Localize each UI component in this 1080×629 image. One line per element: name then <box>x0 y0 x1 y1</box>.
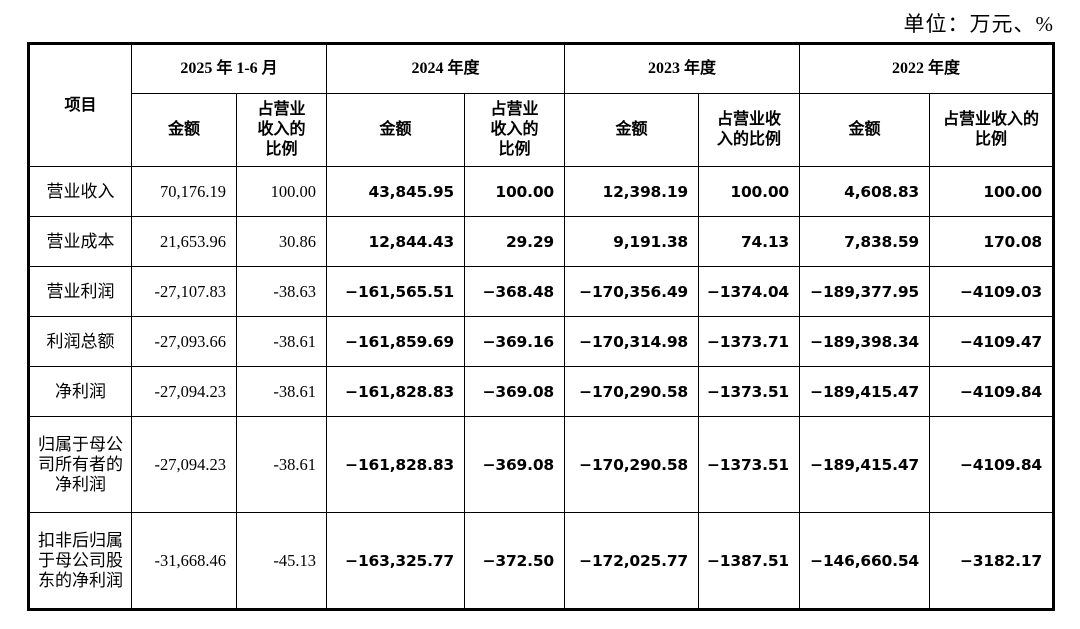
amount-cell: −163,325.77 <box>326 512 465 610</box>
amount-cell: 4,608.83 <box>799 166 930 217</box>
ratio-cell: −1373.51 <box>698 366 800 417</box>
table-row: 营业成本 21,653.96 30.86 12,844.43 29.29 9,191.38… <box>28 216 1054 267</box>
amount-cell: −146,660.54 <box>799 512 930 610</box>
ratio-cell: -38.63 <box>236 266 327 317</box>
amount-cell: 21,653.96 <box>131 216 237 267</box>
ratio-cell: -45.13 <box>236 512 327 610</box>
ratio-cell: 30.86 <box>236 216 327 267</box>
header-period-2023: 2023 年度 <box>564 43 800 94</box>
amount-cell: 43,845.95 <box>326 166 465 217</box>
amount-cell: -27,094.23 <box>131 366 237 417</box>
row-label: 营业成本 <box>28 216 132 267</box>
header-amount: 金额 <box>799 93 930 167</box>
ratio-cell: 74.13 <box>698 216 800 267</box>
amount-cell: −170,290.58 <box>564 416 699 513</box>
header-row-periods: 项目 2025 年 1-6 月 2024 年度 2023 年度 2022 年度 <box>28 43 1054 167</box>
amount-cell: −161,828.83 <box>326 416 465 513</box>
table-row: 扣非后归属于母公司股东的净利润 -31,668.46 -45.13 −163,325.… <box>28 512 1054 610</box>
header-ratio: 占营业收入的比例 <box>236 93 327 167</box>
ratio-cell: 100.00 <box>929 166 1054 217</box>
table-row: 营业收入 70,176.19 100.00 43,845.95 100.00 12,398… <box>28 166 1054 217</box>
ratio-cell: −1373.71 <box>698 316 800 367</box>
ratio-cell: −369.16 <box>464 316 565 367</box>
header-ratio: 占营业收入的比例 <box>698 93 800 167</box>
ratio-cell: −1373.51 <box>698 416 800 513</box>
table-row: 利润总额 -27,093.66 -38.61 −161,859.69 −369.16 −1… <box>28 316 1054 367</box>
row-label: 利润总额 <box>28 316 132 367</box>
header-amount: 金额 <box>564 93 699 167</box>
amount-cell: −161,859.69 <box>326 316 465 367</box>
header-ratio: 占营业收入的比例 <box>464 93 565 167</box>
amount-cell: 9,191.38 <box>564 216 699 267</box>
ratio-cell: −1374.04 <box>698 266 800 317</box>
amount-cell: -31,668.46 <box>131 512 237 610</box>
header-period-2025h1: 2025 年 1-6 月 <box>131 43 327 94</box>
financial-table: 项目 2025 年 1-6 月 2024 年度 2023 年度 2022 年度 … <box>27 42 1055 611</box>
ratio-cell: 29.29 <box>464 216 565 267</box>
ratio-cell: -38.61 <box>236 416 327 513</box>
amount-cell: 12,844.43 <box>326 216 465 267</box>
ratio-cell: 100.00 <box>236 166 327 217</box>
ratio-cell: 100.00 <box>464 166 565 217</box>
amount-cell: -27,093.66 <box>131 316 237 367</box>
header-ratio: 占营业收入的比例 <box>929 93 1054 167</box>
ratio-cell: −369.08 <box>464 366 565 417</box>
table-row: 净利润 -27,094.23 -38.61 −161,828.83 −369.08 −17… <box>28 366 1054 417</box>
ratio-cell: −3182.17 <box>929 512 1054 610</box>
row-label: 归属于母公司所有者的净利润 <box>28 416 132 513</box>
header-amount: 金额 <box>131 93 237 167</box>
amount-cell: 12,398.19 <box>564 166 699 217</box>
table-row: 营业利润 -27,107.83 -38.63 −161,565.51 −368.48 −1… <box>28 266 1054 317</box>
amount-cell: −189,415.47 <box>799 416 930 513</box>
ratio-cell: 170.08 <box>929 216 1054 267</box>
amount-cell: −161,828.83 <box>326 366 465 417</box>
row-label: 营业收入 <box>28 166 132 217</box>
amount-cell: −189,398.34 <box>799 316 930 367</box>
amount-cell: 7,838.59 <box>799 216 930 267</box>
amount-cell: −170,290.58 <box>564 366 699 417</box>
ratio-cell: -38.61 <box>236 316 327 367</box>
ratio-cell: −4109.84 <box>929 416 1054 513</box>
ratio-cell: −4109.47 <box>929 316 1054 367</box>
header-item: 项目 <box>28 43 132 167</box>
header-row-subcolumns: 金额 占营业收入的比例 金额 占营业收入的比例 金额 占营业收入的比例 金额 占… <box>29 93 1054 167</box>
amount-cell: −161,565.51 <box>326 266 465 317</box>
unit-label: 单位：万元、% <box>903 12 1054 36</box>
ratio-cell: −4109.03 <box>929 266 1054 317</box>
ratio-cell: −369.08 <box>464 416 565 513</box>
amount-cell: 70,176.19 <box>131 166 237 217</box>
amount-cell: -27,094.23 <box>131 416 237 513</box>
ratio-cell: −1387.51 <box>698 512 800 610</box>
amount-cell: -27,107.83 <box>131 266 237 317</box>
amount-cell: −170,356.49 <box>564 266 699 317</box>
ratio-cell: 100.00 <box>698 166 800 217</box>
amount-cell: −189,377.95 <box>799 266 930 317</box>
table-row: 归属于母公司所有者的净利润 -27,094.23 -38.61 −161,828.83… <box>28 416 1054 513</box>
amount-cell: −189,415.47 <box>799 366 930 417</box>
row-label: 营业利润 <box>28 266 132 317</box>
ratio-cell: −368.48 <box>464 266 565 317</box>
table-body: 营业收入 70,176.19 100.00 43,845.95 100.00 12,398… <box>28 166 1054 610</box>
ratio-cell: -38.61 <box>236 366 327 417</box>
row-label: 净利润 <box>28 366 132 417</box>
row-label: 扣非后归属于母公司股东的净利润 <box>28 512 132 610</box>
amount-cell: −172,025.77 <box>564 512 699 610</box>
amount-cell: −170,314.98 <box>564 316 699 367</box>
ratio-cell: −372.50 <box>464 512 565 610</box>
ratio-cell: −4109.84 <box>929 366 1054 417</box>
header-amount: 金额 <box>326 93 465 167</box>
header-period-2024: 2024 年度 <box>326 43 565 94</box>
header-period-2022: 2022 年度 <box>799 43 1054 94</box>
